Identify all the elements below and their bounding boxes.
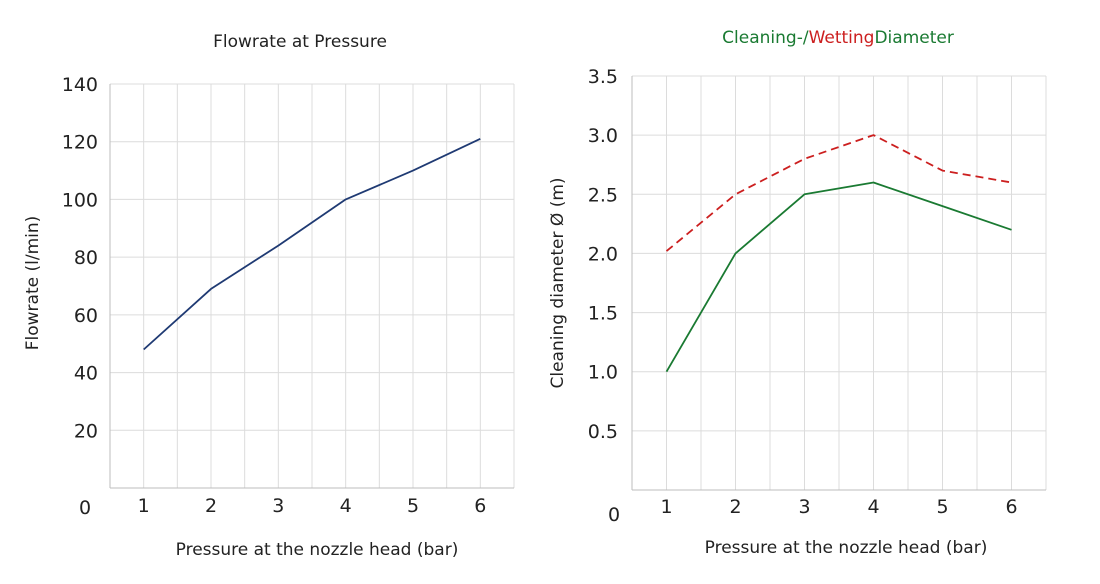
- x-tick-label: 1: [660, 496, 672, 518]
- y-tick-label: 100: [62, 189, 98, 211]
- x-tick-label: 3: [798, 496, 810, 518]
- diameter-chart-grid: [631, 75, 1047, 490]
- x-tick-label: 5: [407, 495, 419, 517]
- flowrate-y-axis-label: Flowrate (l/min): [23, 216, 43, 351]
- diameter-chart-axes: [631, 76, 1046, 491]
- title-part-wetting: Wetting: [809, 28, 875, 48]
- diameter-y-tick-labels: 0.5 1.0 1.5 2.0 2.5 3.0 3.5 0: [588, 66, 620, 526]
- diameter-y-axis-label: Cleaning diameter Ø (m): [548, 177, 568, 388]
- y-tick-label: 2.5: [588, 184, 618, 206]
- x-tick-label: 3: [272, 495, 284, 517]
- x-tick-label: 6: [1005, 496, 1017, 518]
- y-tick-label: 1.0: [588, 362, 618, 384]
- y-tick-label: 2.0: [588, 243, 618, 265]
- y-origin-label: 0: [608, 504, 620, 526]
- diameter-x-tick-labels: 1 2 3 4 5 6: [660, 496, 1017, 518]
- flowrate-x-tick-labels: 1 2 3 4 5 6: [138, 495, 487, 517]
- flowrate-chart-axes: [109, 84, 514, 489]
- series-line-wetting: [665, 134, 1012, 252]
- diameter-chart-title: Cleaning-/WettingDiameter: [722, 28, 954, 48]
- x-tick-label: 6: [474, 495, 486, 517]
- flowrate-chart-title: Flowrate at Pressure: [213, 32, 387, 52]
- flowrate-x-axis-label: Pressure at the nozzle head (bar): [176, 540, 459, 560]
- x-tick-label: 4: [340, 495, 352, 517]
- y-tick-label: 3.5: [588, 66, 618, 88]
- diameter-x-axis-label: Pressure at the nozzle head (bar): [705, 538, 988, 558]
- flowrate-series: [143, 137, 481, 351]
- y-tick-label: 0.5: [588, 421, 618, 443]
- flowrate-y-tick-labels: 20 40 60 80 100 120 140 0: [62, 74, 98, 519]
- series-line-cleaning: [665, 181, 1012, 373]
- title-part-cleaning: Cleaning-/: [722, 28, 809, 48]
- flowrate-chart: Flowrate at Pressure 204060801001201400 …: [23, 32, 515, 560]
- title-part-diameter: Diameter: [874, 28, 953, 48]
- x-tick-label: 2: [729, 496, 741, 518]
- y-origin-label: 0: [79, 497, 91, 519]
- diameter-chart: Cleaning-/WettingDiameter 0.5 1.0 1.5 2.0 2.…: [548, 28, 1047, 558]
- flowrate-chart-grid: [109, 83, 515, 488]
- x-tick-label: 2: [205, 495, 217, 517]
- y-tick-label: 1.5: [588, 303, 618, 325]
- y-tick-label: 20: [74, 420, 98, 442]
- y-tick-label: 60: [74, 305, 98, 327]
- x-tick-label: 4: [867, 496, 879, 518]
- y-tick-label: 3.0: [588, 125, 618, 147]
- y-tick-label: 80: [74, 247, 98, 269]
- y-tick-label: 140: [62, 74, 98, 96]
- y-tick-label: 120: [62, 132, 98, 154]
- diameter-series: [665, 134, 1012, 373]
- x-tick-label: 5: [936, 496, 948, 518]
- y-tick-label: 40: [74, 363, 98, 385]
- series-line-flowrate: [143, 137, 481, 351]
- x-tick-label: 1: [138, 495, 150, 517]
